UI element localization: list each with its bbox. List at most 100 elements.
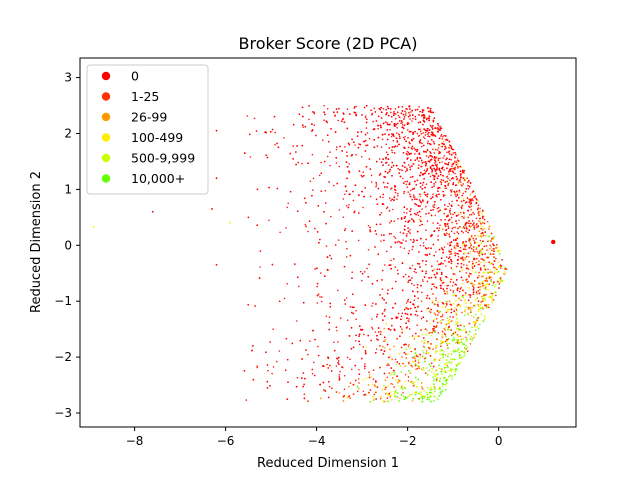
data-point <box>382 203 385 205</box>
data-point <box>398 400 400 402</box>
data-point <box>328 328 331 331</box>
data-point <box>459 173 462 175</box>
data-point <box>342 198 345 200</box>
data-point <box>417 262 419 265</box>
data-point <box>403 182 405 184</box>
data-point <box>436 310 439 312</box>
data-point <box>333 341 335 344</box>
data-point <box>295 151 297 153</box>
data-point <box>438 187 441 189</box>
data-point <box>456 317 458 320</box>
data-point <box>403 118 405 120</box>
data-point <box>448 322 450 325</box>
data-point <box>423 339 426 342</box>
data-point <box>329 164 331 167</box>
data-point <box>468 287 471 289</box>
data-point <box>479 303 482 306</box>
data-point <box>450 304 453 306</box>
data-point <box>445 379 448 382</box>
data-point <box>443 290 446 292</box>
data-point <box>434 358 437 360</box>
data-point <box>355 318 357 321</box>
data-point <box>445 311 448 314</box>
data-point <box>481 232 484 234</box>
data-point <box>463 199 465 202</box>
data-point <box>391 115 393 118</box>
data-point <box>441 353 444 356</box>
data-point <box>474 241 476 244</box>
data-point <box>447 338 450 340</box>
data-point <box>438 359 441 361</box>
data-point <box>474 251 476 253</box>
data-point <box>419 182 422 184</box>
data-point <box>436 227 439 229</box>
data-point <box>364 349 367 352</box>
data-point <box>403 124 406 126</box>
data-point <box>398 240 400 243</box>
data-point <box>442 157 444 159</box>
data-point <box>479 207 481 210</box>
data-point <box>494 285 496 288</box>
data-point <box>453 246 456 249</box>
data-point <box>433 400 435 402</box>
data-point <box>330 128 332 130</box>
data-point <box>467 181 469 183</box>
data-point <box>459 305 462 308</box>
data-point <box>457 321 459 323</box>
data-point <box>415 184 418 186</box>
data-point <box>383 315 386 317</box>
data-point <box>456 279 458 281</box>
data-point <box>419 391 422 394</box>
data-point <box>408 250 411 252</box>
data-point <box>472 199 474 202</box>
data-point <box>434 313 437 316</box>
data-point <box>409 229 411 231</box>
data-point <box>464 244 466 247</box>
data-point <box>366 132 369 134</box>
data-point <box>460 250 462 252</box>
data-point <box>430 155 432 157</box>
data-point <box>397 106 400 108</box>
data-point <box>345 256 348 258</box>
data-point <box>472 289 475 291</box>
data-point <box>397 167 400 170</box>
data-point <box>403 206 406 208</box>
data-point <box>479 248 482 251</box>
data-point <box>457 227 459 230</box>
data-point <box>465 331 468 333</box>
data-point <box>330 370 333 372</box>
data-point <box>335 157 338 159</box>
data-point <box>322 381 325 384</box>
data-point <box>384 308 386 311</box>
data-point <box>365 346 368 348</box>
data-point <box>338 379 341 381</box>
data-point <box>398 363 401 365</box>
data-point <box>363 140 365 143</box>
data-point <box>490 262 493 265</box>
data-point <box>435 148 437 151</box>
data-point <box>328 181 330 183</box>
data-point <box>317 205 320 207</box>
data-point <box>407 137 409 139</box>
data-point <box>407 345 410 348</box>
data-point <box>459 226 461 228</box>
data-point <box>420 393 422 396</box>
data-point <box>388 210 391 212</box>
data-point <box>484 297 486 300</box>
data-point <box>392 208 394 211</box>
data-point <box>421 279 424 281</box>
data-point <box>456 339 459 342</box>
data-point <box>380 146 383 148</box>
data-point <box>405 397 407 400</box>
data-point <box>380 117 383 119</box>
data-point <box>478 260 480 262</box>
data-point <box>286 206 289 209</box>
data-point <box>434 352 437 354</box>
data-point <box>328 316 331 319</box>
data-point <box>322 139 324 141</box>
data-point <box>498 266 500 268</box>
data-point <box>466 346 469 349</box>
data-point <box>473 324 476 327</box>
data-point <box>412 397 415 400</box>
data-point <box>478 214 480 216</box>
